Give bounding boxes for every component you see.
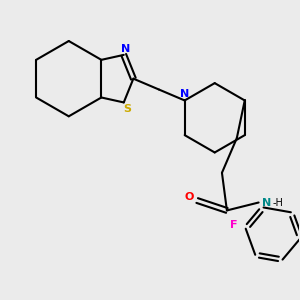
Text: N: N (262, 197, 271, 208)
Text: O: O (184, 192, 194, 202)
Text: -H: -H (273, 197, 284, 208)
Text: F: F (230, 220, 238, 230)
Text: N: N (180, 88, 189, 98)
Text: N: N (121, 44, 130, 54)
Text: S: S (124, 104, 132, 114)
